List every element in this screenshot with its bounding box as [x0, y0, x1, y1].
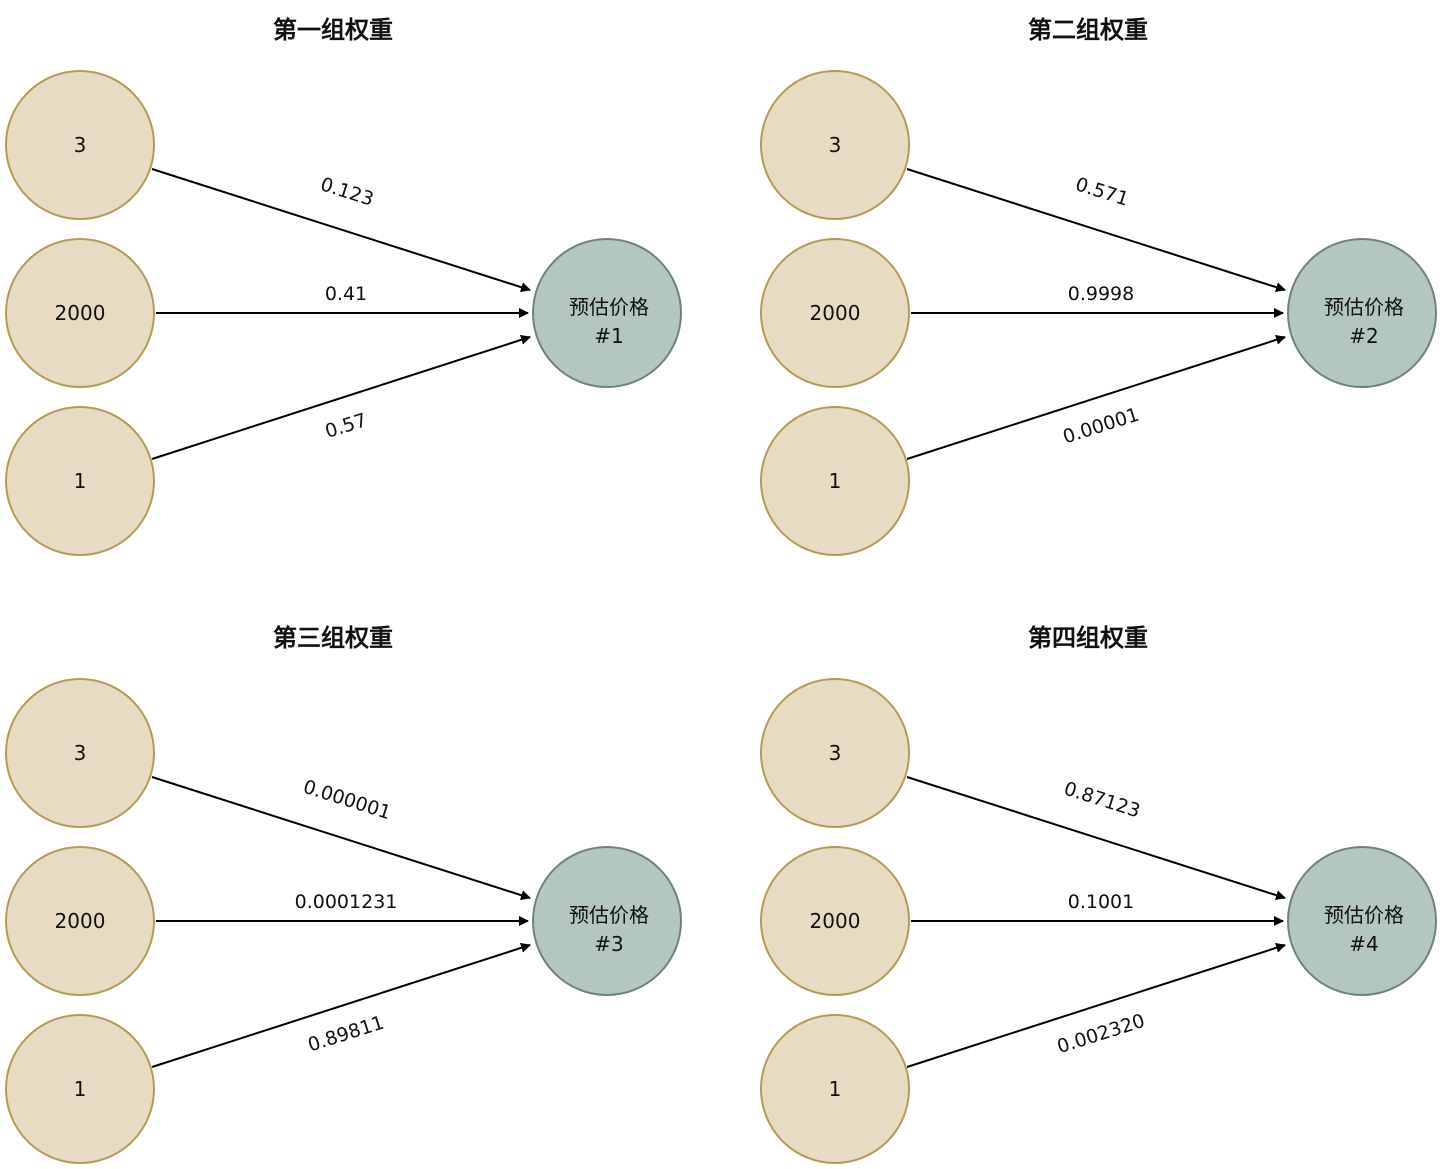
output-node-number: #3	[594, 932, 623, 956]
output-node-circle	[532, 846, 682, 996]
input-node-label: 1	[74, 1077, 87, 1101]
input-node-label: 2000	[810, 909, 861, 933]
edge-weight-label: 0.1001	[1068, 891, 1134, 913]
edge-weight-label: 0.571	[1073, 173, 1132, 210]
edge-arrow	[151, 943, 531, 1068]
panel-title: 第二组权重	[1028, 16, 1148, 44]
input-node-circle	[760, 70, 910, 220]
output-node: 预估价格 #1	[532, 238, 682, 388]
edge-weight-label: 0.000001	[300, 776, 393, 824]
edge-arrow	[906, 335, 1286, 460]
input-node-label: 3	[829, 133, 842, 157]
edge-arrow	[151, 168, 531, 293]
input-node-circle	[5, 406, 155, 556]
input-node: 1	[5, 1014, 155, 1164]
input-node: 1	[760, 1014, 910, 1164]
panel-3: 第三组权重 0.000001 0.0001231 0.89811 3 2000 1 预估价格 #…	[5, 624, 682, 1164]
input-node-label: 3	[74, 133, 87, 157]
input-node: 2000	[5, 238, 155, 388]
output-node-label: 预估价格	[569, 903, 649, 927]
edge-weight-label: 0.87123	[1061, 778, 1143, 823]
input-node-label: 1	[829, 1077, 842, 1101]
input-node-label: 2000	[55, 909, 106, 933]
panel-2: 第二组权重 0.571 0.9998 0.00001 3 2000 1 预估价格 #2	[760, 16, 1437, 556]
input-node-label: 2000	[810, 301, 861, 325]
edge-weight-label: 0.57	[323, 409, 370, 443]
input-node: 3	[760, 678, 910, 828]
output-node-number: #1	[594, 324, 623, 348]
edge-arrow	[906, 168, 1286, 293]
input-node: 2000	[760, 846, 910, 996]
panel-title: 第三组权重	[273, 624, 393, 652]
input-node-circle	[5, 238, 155, 388]
edge-weight-label: 0.002320	[1054, 1010, 1147, 1058]
input-node-circle	[760, 1014, 910, 1164]
output-node-label: 预估价格	[569, 295, 649, 319]
output-node: 预估价格 #2	[1287, 238, 1437, 388]
input-node: 2000	[760, 238, 910, 388]
edge-arrow	[151, 776, 531, 901]
output-node: 预估价格 #3	[532, 846, 682, 996]
edge-weight-label: 0.00001	[1060, 404, 1142, 449]
input-node: 1	[5, 406, 155, 556]
input-node: 3	[5, 70, 155, 220]
input-node: 1	[760, 406, 910, 556]
panel-title: 第四组权重	[1028, 624, 1148, 652]
input-node-label: 1	[829, 469, 842, 493]
output-node-circle	[1287, 846, 1437, 996]
panel-4: 第四组权重 0.87123 0.1001 0.002320 3 2000 1 预估价格 #4	[760, 624, 1437, 1164]
input-node-circle	[760, 846, 910, 996]
edge-arrow	[151, 335, 531, 460]
panel-1: 第一组权重 0.123 0.41 0.57 3 2000 1 预估价格 #1	[5, 16, 682, 556]
panel-title: 第一组权重	[273, 16, 393, 44]
input-node: 3	[760, 70, 910, 220]
input-node-circle	[760, 406, 910, 556]
output-node-label: 预估价格	[1324, 903, 1404, 927]
output-node-circle	[532, 238, 682, 388]
edge-arrow	[906, 776, 1286, 901]
input-node-circle	[760, 678, 910, 828]
input-node: 3	[5, 678, 155, 828]
output-node-circle	[1287, 238, 1437, 388]
input-node-label: 3	[829, 741, 842, 765]
input-node-circle	[5, 846, 155, 996]
input-node: 2000	[5, 846, 155, 996]
edge-weight-label: 0.0001231	[295, 891, 398, 913]
input-node-circle	[5, 1014, 155, 1164]
edge-weight-label: 0.123	[318, 173, 377, 210]
edge-weight-label: 0.41	[325, 283, 367, 305]
input-node-label: 2000	[55, 301, 106, 325]
input-node-label: 1	[74, 469, 87, 493]
output-node: 预估价格 #4	[1287, 846, 1437, 996]
output-node-number: #2	[1349, 324, 1378, 348]
input-node-circle	[5, 678, 155, 828]
output-node-number: #4	[1349, 932, 1378, 956]
input-node-label: 3	[74, 741, 87, 765]
edge-arrow	[906, 943, 1286, 1068]
edge-weight-label: 0.9998	[1068, 283, 1134, 305]
input-node-circle	[5, 70, 155, 220]
input-node-circle	[760, 238, 910, 388]
edge-weight-label: 0.89811	[305, 1012, 387, 1057]
output-node-label: 预估价格	[1324, 295, 1404, 319]
